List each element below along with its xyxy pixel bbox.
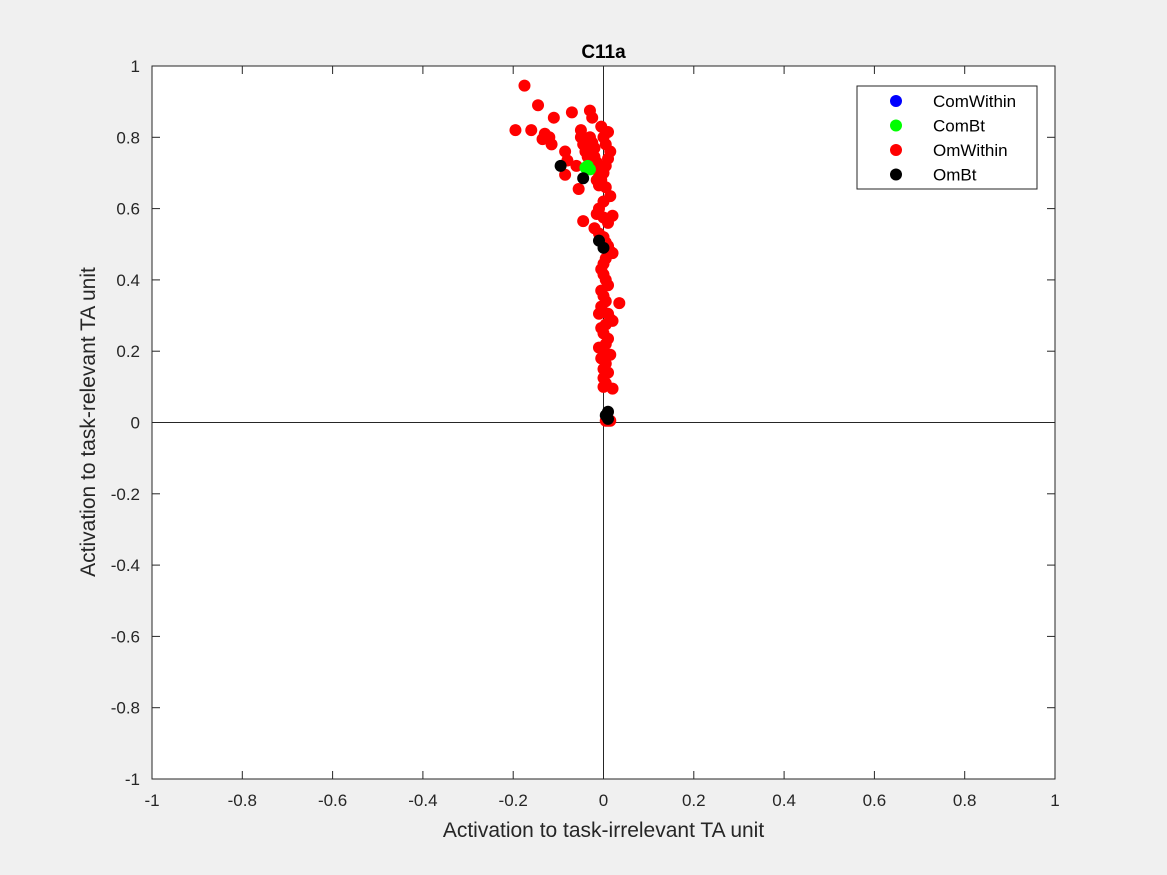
legend-marker-comwithin xyxy=(890,95,902,107)
legend-marker-omwithin xyxy=(890,144,902,156)
x-tick-label: -0.4 xyxy=(408,791,437,810)
y-tick-label: -0.2 xyxy=(111,485,140,504)
tick-labels: -1 -0.8 -0.6 -0.4 -0.2 0 0.2 0.4 0.6 0.8 1 -1 -0.8 -0… xyxy=(111,57,1060,810)
point-omwithin xyxy=(547,111,560,124)
point-ombt xyxy=(554,159,567,172)
legend-marker-ombt xyxy=(890,168,902,181)
y-tick-label: 0.8 xyxy=(116,128,140,147)
point-omwithin xyxy=(588,141,601,154)
legend-label-omwithin: OmWithin xyxy=(933,141,1008,160)
x-tick-label: 0.2 xyxy=(682,791,706,810)
x-tick-label: 0 xyxy=(599,791,608,810)
point-omwithin xyxy=(599,181,612,194)
x-tick-label: -1 xyxy=(144,791,159,810)
y-tick-label: 0.6 xyxy=(116,200,140,219)
chart-title: C11a xyxy=(581,42,626,63)
legend-marker-combt xyxy=(890,119,902,132)
point-omwithin xyxy=(518,79,531,92)
point-omwithin xyxy=(532,99,545,112)
point-ombt xyxy=(597,241,610,254)
point-omwithin xyxy=(565,106,578,119)
legend-label-comwithin: ComWithin xyxy=(933,92,1016,111)
x-tick-label: 0.8 xyxy=(953,791,977,810)
legend-label-ombt: OmBt xyxy=(933,166,977,185)
point-omwithin xyxy=(577,215,590,228)
x-tick-label: 0.6 xyxy=(863,791,887,810)
x-tick-label: -0.2 xyxy=(499,791,528,810)
y-tick-label: 1 xyxy=(131,57,140,76)
x-tick-label: 0.4 xyxy=(772,791,796,810)
y-tick-label: 0 xyxy=(131,414,140,433)
y-tick-label: -1 xyxy=(125,770,140,789)
x-tick-label: -0.6 xyxy=(318,791,347,810)
axis-ticks xyxy=(151,65,1056,780)
point-omwithin xyxy=(604,348,617,361)
point-ombt xyxy=(577,172,590,185)
y-tick-label: -0.4 xyxy=(111,556,140,575)
point-omwithin xyxy=(613,297,626,310)
point-combt xyxy=(583,163,596,176)
y-axis-label: Activation to task-relevant TA unit xyxy=(77,267,100,577)
legend-label-combt: ComBt xyxy=(933,117,985,136)
y-tick-label: 0.2 xyxy=(116,342,140,361)
y-tick-label: -0.8 xyxy=(111,699,140,718)
point-omwithin xyxy=(525,124,538,137)
point-omwithin xyxy=(572,182,585,195)
point-omwithin xyxy=(606,382,619,395)
x-axis-label: Activation to task-irrelevant TA unit xyxy=(443,819,765,842)
y-tick-label: 0.4 xyxy=(116,271,140,290)
legend-box xyxy=(856,85,1038,190)
point-omwithin xyxy=(586,111,599,124)
legend: ComWithin ComBt OmWithin OmBt xyxy=(856,85,1038,190)
data-markers xyxy=(509,79,626,427)
x-tick-label: 1 xyxy=(1050,791,1059,810)
point-omwithin xyxy=(602,125,615,138)
point-omwithin xyxy=(545,138,558,151)
y-tick-label: -0.6 xyxy=(111,627,140,646)
x-tick-label: -0.8 xyxy=(228,791,257,810)
point-omwithin xyxy=(570,159,583,172)
point-omwithin xyxy=(606,209,619,222)
point-ombt xyxy=(602,412,615,425)
point-omwithin xyxy=(559,168,572,181)
point-omwithin xyxy=(597,380,610,393)
point-omwithin xyxy=(509,124,522,137)
point-omwithin xyxy=(592,307,605,320)
